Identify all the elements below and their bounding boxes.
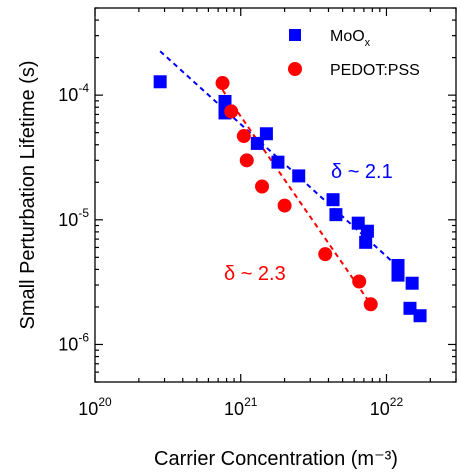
tick-labels: 1020 1021 1022 10-6 10-5 10-4 xyxy=(58,81,403,419)
axis-ticks xyxy=(94,7,457,383)
point-moox xyxy=(391,268,405,282)
annotation-moox-slope: δ ~ 2.1 xyxy=(331,161,393,183)
point-moox xyxy=(413,309,427,323)
point-moox xyxy=(360,224,374,238)
point-pedot xyxy=(236,129,251,144)
fit-line-pedot xyxy=(221,89,372,305)
y-tick-label: 10-4 xyxy=(58,81,89,105)
plot-area xyxy=(94,7,457,383)
y-tick-label: 10-6 xyxy=(58,330,89,354)
point-pedot xyxy=(363,297,378,312)
fit-lines xyxy=(159,50,399,305)
data-points xyxy=(153,75,427,323)
point-moox xyxy=(292,169,306,183)
point-pedot xyxy=(277,198,292,213)
annotation-pedot-slope: δ ~ 2.3 xyxy=(224,263,286,285)
plot-frame xyxy=(94,7,457,383)
legend-marker-moox xyxy=(289,29,301,41)
legend-label-pedot: PEDOT:PSS xyxy=(330,62,420,79)
point-moox xyxy=(153,75,167,89)
x-axis-title: Carrier Concentration (m⁻³) xyxy=(154,448,398,470)
x-tick-label: 1020 xyxy=(78,395,112,419)
point-pedot xyxy=(255,179,270,194)
legend-label-moox-base: MoO xyxy=(330,28,365,45)
point-moox xyxy=(359,235,373,249)
x-tick-label: 1021 xyxy=(224,395,258,419)
legend: MoOx PEDOT:PSS xyxy=(288,28,420,79)
legend-label-moox-sub: x xyxy=(365,37,371,49)
legend-label-moox: MoOx xyxy=(330,28,371,49)
x-tick-label: 1022 xyxy=(370,395,404,419)
point-moox xyxy=(403,301,417,315)
point-pedot xyxy=(215,76,230,91)
point-pedot xyxy=(318,247,333,262)
point-pedot xyxy=(239,153,254,168)
point-moox xyxy=(259,127,273,141)
point-moox xyxy=(271,155,285,169)
point-pedot xyxy=(224,104,239,119)
point-moox xyxy=(218,94,232,108)
y-tick-label: 10-5 xyxy=(58,206,89,230)
point-moox xyxy=(405,276,419,290)
point-pedot xyxy=(352,274,367,289)
point-moox xyxy=(329,208,343,222)
point-moox xyxy=(326,193,340,207)
y-axis-title: Small Perturbation Lifetime (s) xyxy=(17,61,39,330)
legend-marker-pedot xyxy=(288,62,302,76)
